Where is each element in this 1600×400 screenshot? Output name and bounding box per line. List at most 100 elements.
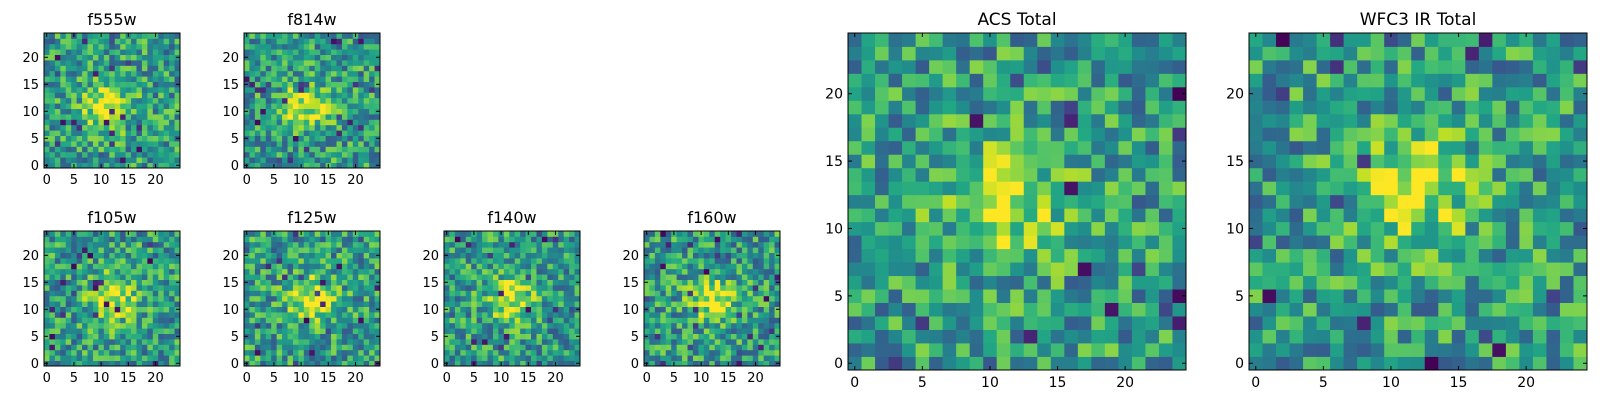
heatmap-cell [120, 312, 126, 318]
heatmap-cell [109, 65, 116, 72]
heatmap-cell [514, 247, 521, 253]
heatmap-cell [536, 333, 543, 340]
heatmap-cell [320, 49, 326, 55]
heatmap-cell [82, 43, 88, 50]
heatmap-cell [87, 92, 94, 99]
heatmap-cell [471, 322, 478, 329]
heatmap-cell [363, 258, 370, 264]
x-tick-label: 15 [1049, 375, 1067, 391]
heatmap-cell [747, 268, 754, 275]
heatmap-cell [520, 355, 526, 361]
heatmap-cell [71, 38, 78, 45]
heatmap-cell [703, 295, 710, 302]
heatmap-cell [541, 344, 548, 351]
heatmap-cell [341, 70, 348, 77]
heatmap-cell [271, 339, 278, 345]
y-tick-label: 0 [231, 357, 239, 372]
heatmap-cell [848, 33, 862, 47]
heatmap-cell [114, 151, 121, 158]
heatmap-cell [298, 301, 305, 307]
heatmap-cell [569, 274, 575, 280]
heatmap-cell [92, 162, 99, 169]
heatmap-cell [363, 38, 370, 45]
heatmap-cell [298, 312, 305, 318]
heatmap-cell [174, 274, 181, 280]
heatmap-cell [1104, 235, 1119, 250]
heatmap-cell [174, 97, 181, 104]
heatmap-cell [120, 103, 126, 109]
heatmap-cell [1316, 208, 1331, 223]
heatmap-cell [444, 301, 450, 307]
heatmap-cell [320, 38, 326, 45]
heatmap-cell [1145, 100, 1160, 115]
heatmap-cell [358, 274, 365, 280]
heatmap-cell [509, 312, 516, 318]
heatmap-cell [92, 231, 99, 237]
heatmap-cell [125, 108, 132, 115]
heatmap-cell [875, 221, 889, 236]
heatmap-cell [915, 167, 930, 182]
heatmap-cell [1077, 208, 1092, 223]
heatmap-cell [996, 73, 1011, 88]
heatmap-cell [498, 247, 505, 253]
heatmap-cell [71, 312, 78, 318]
heatmap-cell [114, 76, 121, 82]
heatmap-cell [1532, 181, 1547, 196]
heatmap-cell [888, 181, 903, 196]
heatmap-cell [487, 322, 494, 329]
heatmap-cell [49, 328, 56, 334]
heatmap-cell [487, 258, 494, 264]
heatmap-cell [1249, 221, 1263, 236]
heatmap-cell [665, 306, 672, 313]
heatmap-cell [98, 295, 105, 302]
heatmap-cell [1145, 329, 1160, 344]
heatmap-cell [769, 290, 775, 297]
heatmap-cell [725, 290, 732, 297]
heatmap-cell [687, 306, 694, 313]
heatmap-cell [103, 306, 110, 313]
heatmap-cell [741, 333, 748, 340]
heatmap-cell [292, 60, 299, 66]
heatmap-cell [1492, 329, 1507, 344]
heatmap-cell [687, 290, 694, 297]
heatmap-cell [287, 279, 294, 286]
heatmap-cell [103, 231, 110, 237]
heatmap-cell [444, 312, 450, 318]
heatmap-cell [309, 360, 316, 367]
heatmap-cell [449, 241, 456, 248]
x-tick-label: 20 [747, 371, 764, 386]
heatmap-cell [714, 285, 721, 291]
heatmap-cell [1316, 181, 1331, 196]
heatmap-cell [514, 328, 521, 334]
heatmap-cell [147, 146, 154, 153]
heatmap-cell [276, 119, 283, 126]
heatmap-cell [325, 312, 332, 318]
heatmap-cell [525, 247, 532, 253]
heatmap-cell [369, 312, 375, 318]
heatmap-cell [158, 290, 165, 297]
heatmap-cell [309, 92, 316, 99]
heatmap-cell [152, 279, 159, 286]
heatmap-cell [158, 360, 165, 367]
heatmap-cell [249, 157, 256, 163]
heatmap-cell [65, 301, 72, 307]
heatmap-cell [1118, 100, 1133, 115]
heatmap-cell [331, 236, 337, 243]
heatmap-cell [471, 312, 478, 318]
heatmap-cell [1316, 343, 1331, 357]
heatmap-cell [82, 301, 88, 307]
heatmap-cell [682, 328, 688, 334]
heatmap-cell [731, 263, 737, 270]
heatmap-cell [76, 162, 83, 169]
heatmap-cell [1303, 343, 1317, 357]
heatmap-cell [163, 65, 170, 72]
heatmap-cell [996, 33, 1011, 47]
heatmap-cell [1023, 235, 1038, 250]
heatmap-cell [49, 312, 56, 318]
heatmap-cell [1438, 302, 1453, 317]
heatmap-cell [1023, 167, 1038, 182]
heatmap-cell [136, 236, 143, 243]
heatmap-cell [82, 258, 88, 264]
heatmap-cell [531, 290, 537, 297]
heatmap-cell [76, 285, 83, 291]
